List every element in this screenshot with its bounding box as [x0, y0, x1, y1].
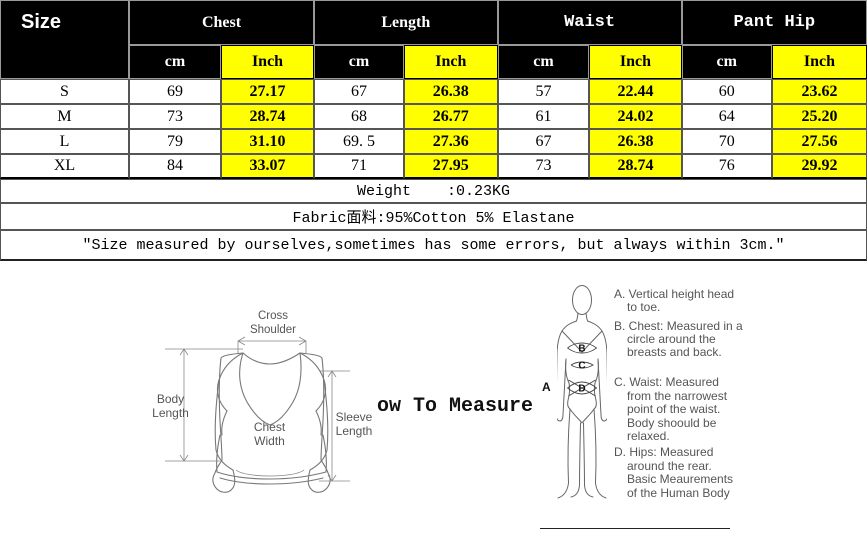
svg-text:B: B: [578, 344, 585, 355]
svg-text:C: C: [578, 361, 585, 372]
svg-text:D: D: [578, 384, 585, 395]
